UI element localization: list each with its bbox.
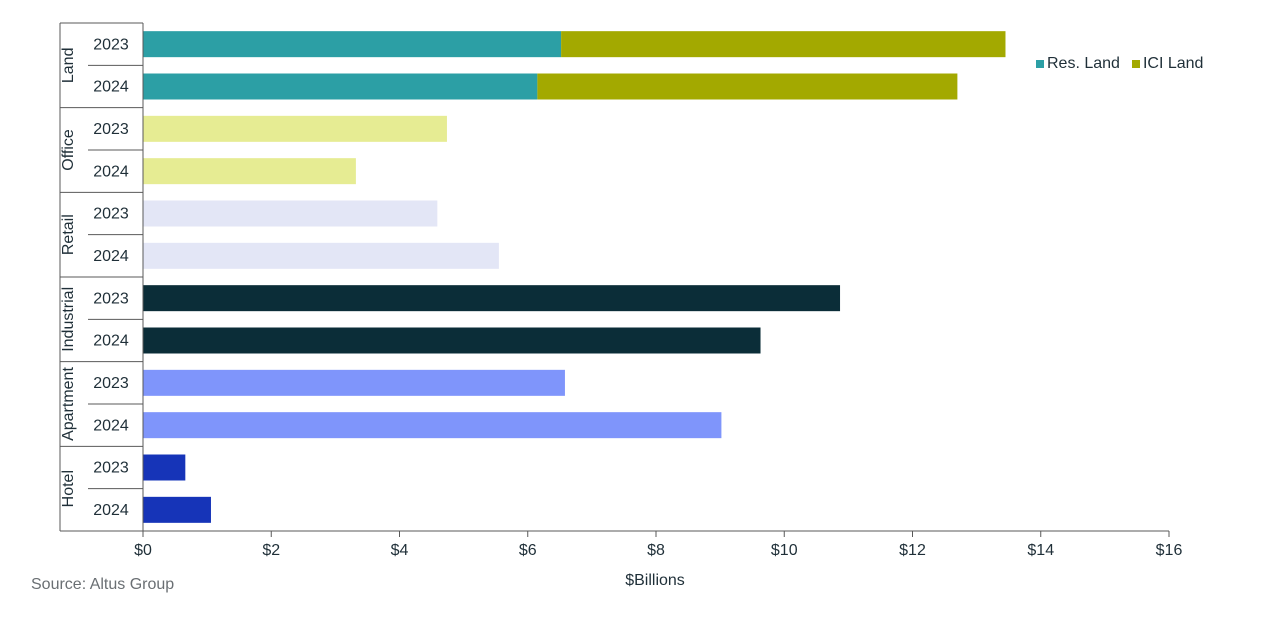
bar-office-2023-office [143, 115, 447, 142]
year-label: 2023 [93, 290, 129, 307]
legend-label: ICI Land [1142, 55, 1204, 72]
x-tick-label: $10 [771, 542, 798, 559]
group-label-industrial: Industrial [60, 287, 77, 352]
year-label: 2024 [93, 502, 129, 519]
legend-swatch-res-land [1036, 60, 1044, 68]
bar-land-2024-res-land [143, 73, 538, 100]
bar-hotel-2023-hotel [143, 454, 186, 481]
bar-apartment-2024-apartment [143, 412, 722, 439]
bar-land-2023-res-land [143, 31, 562, 58]
group-label-office: Office [60, 129, 77, 171]
bar-office-2024-office [143, 158, 356, 185]
group-label-land: Land [60, 48, 77, 84]
bar-land-2023-ici-land [561, 31, 1006, 58]
year-label: 2024 [93, 79, 129, 96]
year-label: 2024 [93, 417, 129, 434]
legend-swatch-ici-land [1131, 60, 1140, 68]
legend-item-res-land: Res. Land [1036, 55, 1120, 73]
x-tick-label: $2 [262, 542, 280, 559]
year-label: 2023 [93, 121, 129, 138]
x-tick-label: $12 [899, 542, 926, 559]
bar-industrial-2024-industrial [143, 327, 761, 354]
x-tick-label: $4 [391, 542, 409, 559]
year-label: 2024 [93, 333, 129, 350]
bar-retail-2023-retail [143, 200, 438, 227]
year-label: 2023 [93, 36, 129, 53]
group-label-apartment: Apartment [60, 367, 77, 441]
x-tick-label: $6 [519, 542, 537, 559]
x-tick-label: $0 [134, 542, 152, 559]
x-tick-label: $8 [647, 542, 665, 559]
x-axis-title: $Billions [625, 572, 685, 589]
chart-legend: Res. Land ICI Land [1036, 55, 1203, 73]
x-tick-label: $14 [1027, 542, 1054, 559]
year-label: 2023 [93, 375, 129, 392]
bar-retail-2024-retail [143, 242, 499, 269]
group-label-retail: Retail [60, 214, 77, 255]
legend-item-ici-land: ICI Land [1131, 55, 1204, 73]
bar-land-2024-ici-land [537, 73, 958, 100]
bar-hotel-2024-hotel [143, 496, 211, 523]
x-tick-label: $16 [1156, 542, 1183, 559]
year-label: 2023 [93, 206, 129, 223]
bar-industrial-2023-industrial [143, 285, 841, 312]
group-label-hotel: Hotel [60, 470, 77, 507]
source-note: Source: Altus Group [31, 576, 175, 593]
year-label: 2024 [93, 248, 129, 265]
bar-apartment-2023-apartment [143, 369, 565, 396]
legend-label: Res. Land [1047, 55, 1120, 72]
year-label: 2023 [93, 460, 129, 477]
year-label: 2024 [93, 163, 129, 180]
